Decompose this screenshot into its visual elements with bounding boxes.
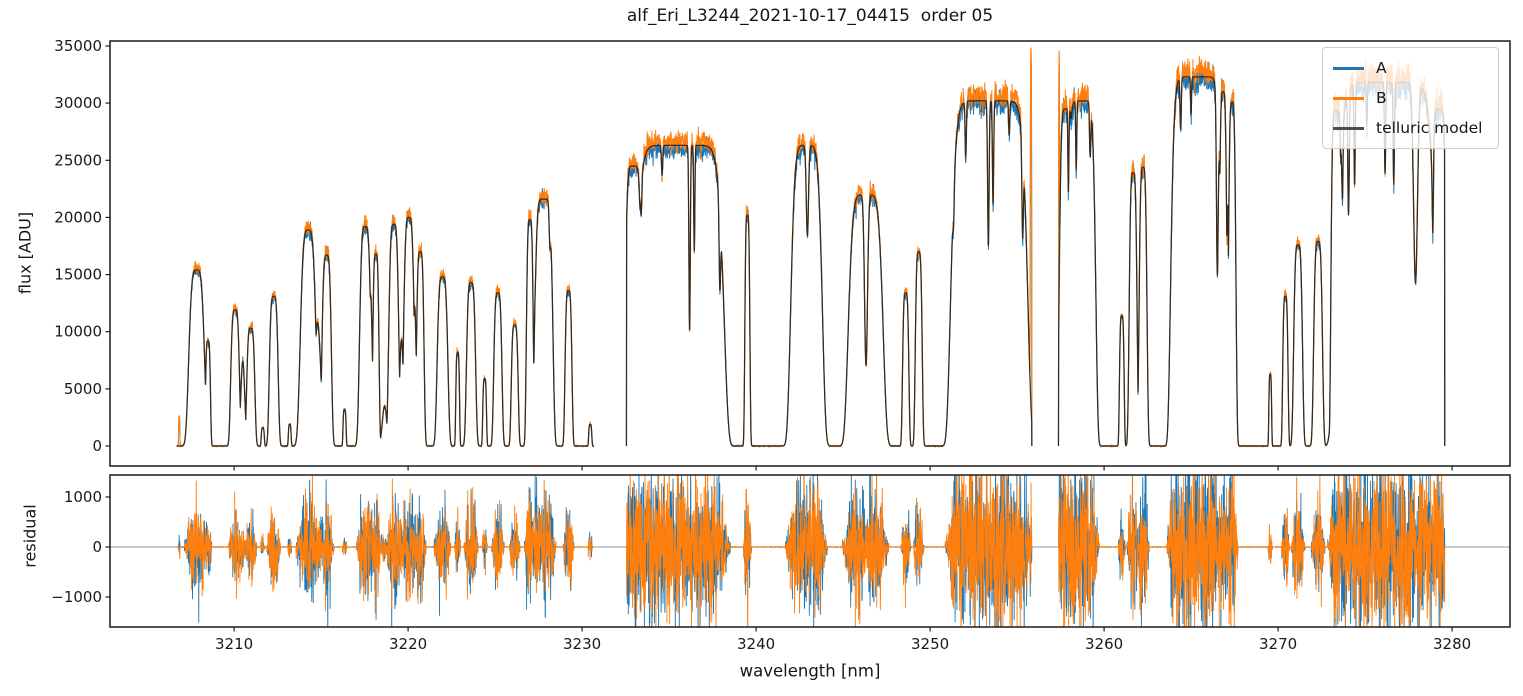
x-tick-label: 3220 xyxy=(389,635,427,653)
flux-axis-label: flux [ADU] xyxy=(15,211,35,295)
figure-title: alf_Eri_L3244_2021-10-17_04415 order 05 xyxy=(626,6,994,26)
legend: A B telluric model xyxy=(1322,47,1500,149)
legend-item-b: B xyxy=(1333,83,1482,113)
legend-label-telluric-model: telluric model xyxy=(1376,119,1483,137)
x-tick-label: 3260 xyxy=(1085,635,1123,653)
y-tick-label: 0 xyxy=(92,437,102,455)
residual-axis-label: residual xyxy=(20,504,40,568)
legend-label-b: B xyxy=(1376,89,1387,107)
y-tick-label: 25000 xyxy=(54,151,102,169)
y-tick-label: 35000 xyxy=(54,37,102,55)
y-tick-label: 1000 xyxy=(64,488,102,506)
x-tick-label: 3270 xyxy=(1259,635,1297,653)
legend-line-a xyxy=(1333,66,1364,70)
y-tick-label: 15000 xyxy=(54,266,102,284)
flux-panel-curves xyxy=(176,47,1446,448)
series-line xyxy=(625,57,1033,448)
series-line xyxy=(625,100,1033,447)
flux-panel-frame xyxy=(109,40,1511,467)
y-tick-label: 30000 xyxy=(54,94,102,112)
legend-item-telluric-model: telluric model xyxy=(1333,113,1482,143)
y-tick-label: 5000 xyxy=(64,380,102,398)
residual-panel-curves xyxy=(110,475,1510,627)
x-tick-label: 3210 xyxy=(215,635,253,653)
series-line xyxy=(176,198,595,447)
legend-item-a: A xyxy=(1333,53,1482,83)
x-axis-label: wavelength [nm] xyxy=(739,661,881,681)
legend-line-telluric-model xyxy=(1333,126,1364,130)
legend-label-a: A xyxy=(1376,59,1387,77)
y-tick-label: 10000 xyxy=(54,323,102,341)
residual-panel-frame xyxy=(109,474,1511,628)
x-tick-label: 3230 xyxy=(563,635,601,653)
x-tick-label: 3250 xyxy=(911,635,949,653)
axes-layer: 3210 3220 3230 3240 3250 3260 3270 3280 0 5000 100… xyxy=(51,37,1511,653)
series-line xyxy=(1058,475,1446,627)
series-line xyxy=(625,475,1033,627)
legend-line-b xyxy=(1333,96,1364,100)
y-tick-label: 20000 xyxy=(54,208,102,226)
y-tick-label: 0 xyxy=(92,538,102,556)
series-line xyxy=(176,475,595,614)
x-tick-label: 3240 xyxy=(737,635,775,653)
y-tick-label: −1000 xyxy=(51,588,102,606)
x-tick-label: 3280 xyxy=(1433,635,1471,653)
